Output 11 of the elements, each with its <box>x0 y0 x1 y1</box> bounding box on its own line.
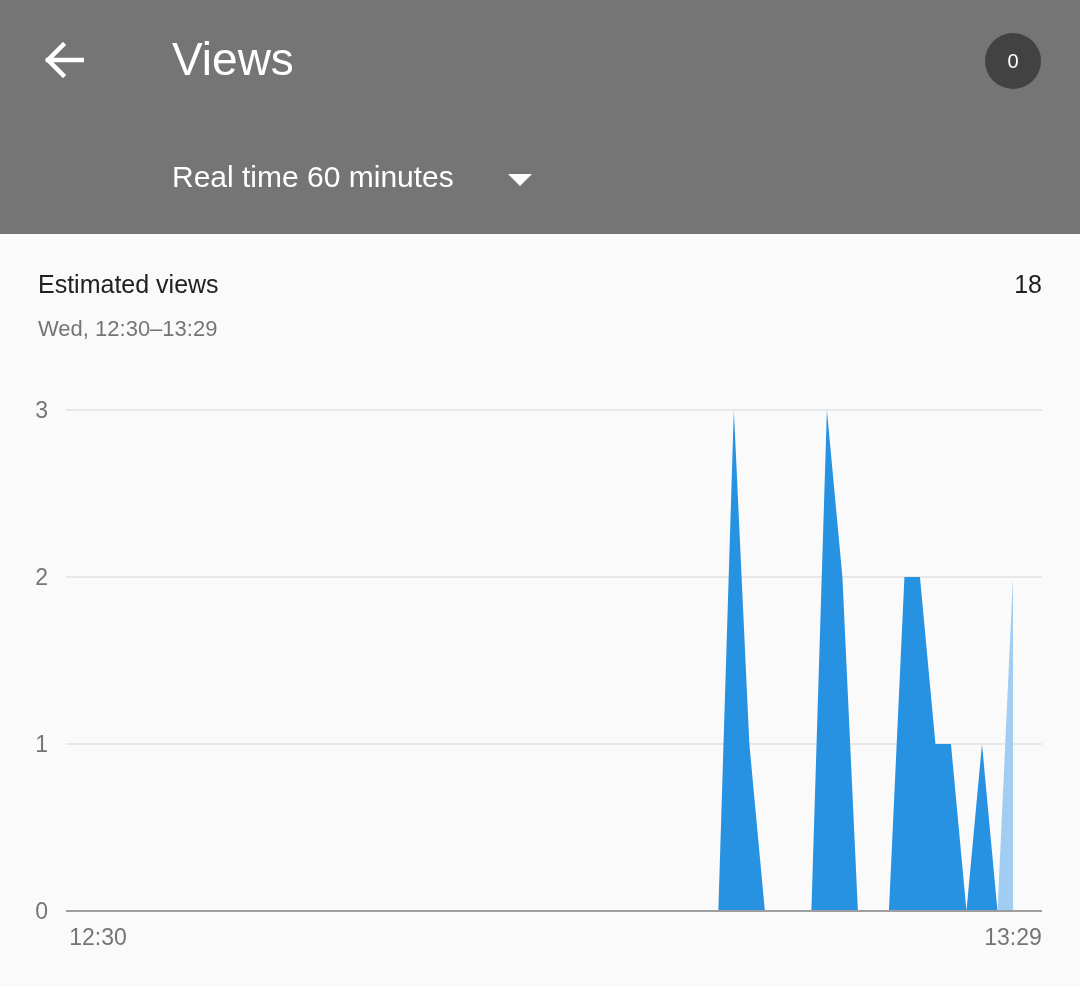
text: Views <box>172 32 294 86</box>
y-tick-label: 1 <box>35 731 48 758</box>
chart-title: Estimated views <box>38 270 219 299</box>
text: 18 <box>1014 270 1042 299</box>
x-tick-label: 13:29 <box>984 924 1042 950</box>
text: Real time 60 minutes <box>172 160 454 194</box>
chart-subtitle: Wed, 12:30–13:29 <box>38 316 218 342</box>
y-tick-label: 0 <box>35 898 48 925</box>
y-tick-label: 3 <box>35 397 48 424</box>
x-tick-label: 12:30 <box>69 924 127 950</box>
y-tick-label: 2 <box>35 564 48 591</box>
